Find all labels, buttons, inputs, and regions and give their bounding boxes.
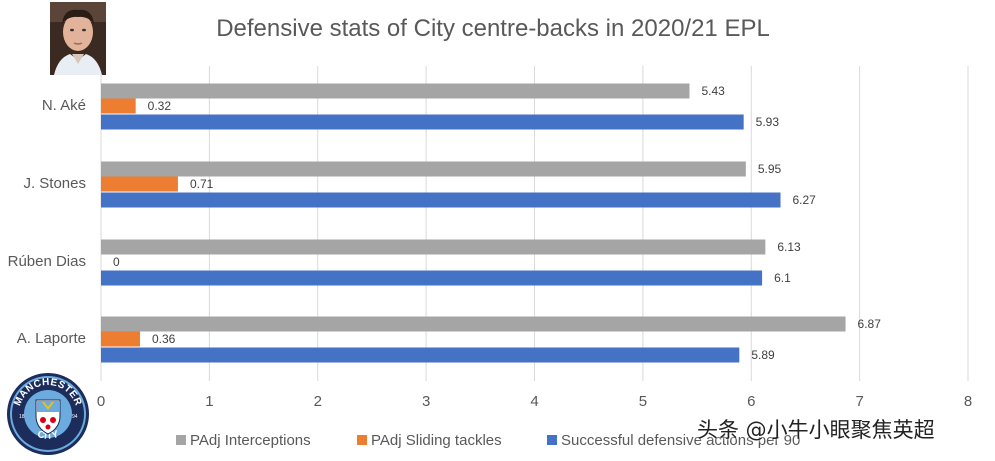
- legend-swatch: [176, 435, 186, 445]
- badge-year-right: 94: [72, 414, 78, 420]
- category-label: A. Laporte: [17, 330, 86, 347]
- chart-title: Defensive stats of City centre-backs in …: [216, 15, 770, 42]
- x-tick-label: 1: [205, 393, 213, 410]
- club-badge: MANCHESTER CITY 18 94: [6, 372, 90, 456]
- data-labels: 5.43 5.95 6.13 6.87 0.32 0.71 0 0.36 5.93 6.27 6.1…: [113, 84, 881, 362]
- x-tick-label: 4: [530, 393, 538, 410]
- category-labels: N. Aké J. Stones Rúben Dias A. Laporte: [8, 97, 86, 347]
- data-label: 6.27: [793, 193, 817, 207]
- legend-swatch: [357, 435, 367, 445]
- data-label: 6.1: [774, 271, 791, 285]
- svg-text:CITY: CITY: [36, 429, 60, 442]
- data-label: 0: [113, 255, 120, 269]
- legend-label: Successful defensive actions per 90: [561, 432, 800, 449]
- x-tick-label: 6: [747, 393, 755, 410]
- bar: [101, 270, 763, 286]
- x-tick-label: 2: [314, 393, 322, 410]
- x-tick-label: 0: [97, 393, 105, 410]
- bar: [101, 316, 846, 332]
- bar: [101, 347, 740, 363]
- data-label: 0.36: [152, 332, 176, 346]
- category-label: Rúben Dias: [8, 253, 86, 270]
- data-label: 0.71: [190, 177, 214, 191]
- bar: [101, 114, 744, 130]
- x-tick-label: 8: [964, 393, 972, 410]
- bar: [101, 331, 141, 347]
- watermark: 头条 @小牛小眼聚焦英超: [697, 418, 935, 442]
- x-tick-label: 7: [855, 393, 863, 410]
- bars: [101, 83, 846, 363]
- data-label: 6.87: [858, 317, 882, 331]
- legend-swatch: [547, 435, 557, 445]
- legend-label: PAdj Interceptions: [190, 432, 311, 449]
- badge-year-left: 18: [19, 414, 25, 420]
- data-label: 5.89: [751, 348, 775, 362]
- x-axis-ticks: 0 1 2 3 4 5 6 7 8: [97, 393, 972, 410]
- data-label: 5.95: [758, 162, 782, 176]
- data-label: 0.32: [148, 99, 172, 113]
- legend-label: PAdj Sliding tackles: [371, 432, 502, 449]
- player-photo: [50, 2, 106, 75]
- bar: [101, 161, 746, 177]
- bar: [101, 239, 766, 255]
- bar: [101, 83, 690, 99]
- data-label: 5.93: [756, 115, 780, 129]
- bar: [101, 98, 136, 114]
- legend: PAdj Interceptions PAdj Sliding tackles Su…: [176, 432, 800, 449]
- gridlines: [100, 66, 969, 381]
- badge-bottom-text: CITY: [36, 429, 60, 442]
- data-label: 5.43: [701, 84, 725, 98]
- category-label: J. Stones: [23, 175, 86, 192]
- bar: [101, 192, 781, 208]
- bar: [101, 176, 178, 192]
- x-tick-label: 3: [422, 393, 430, 410]
- data-label: 6.13: [777, 240, 801, 254]
- x-tick-label: 5: [639, 393, 647, 410]
- category-label: N. Aké: [42, 97, 86, 114]
